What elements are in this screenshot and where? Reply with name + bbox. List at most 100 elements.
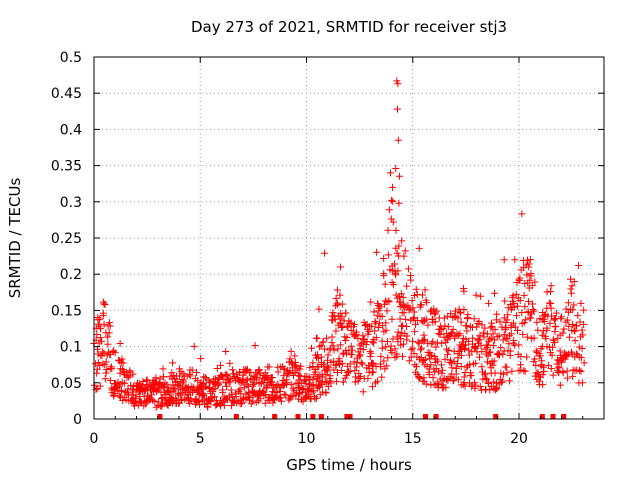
data-point (417, 346, 425, 354)
data-point (389, 197, 397, 205)
data-point (434, 368, 442, 376)
data-point (565, 322, 573, 330)
y-tick-label: 0.15 (51, 303, 82, 319)
data-point (324, 351, 332, 359)
data-point (268, 374, 276, 382)
data-point (384, 338, 392, 346)
data-point (102, 358, 110, 366)
data-point (463, 327, 471, 335)
data-point (403, 322, 411, 330)
data-point (448, 364, 456, 372)
data-point (263, 372, 271, 380)
data-point (253, 371, 261, 379)
data-point (314, 354, 322, 362)
data-point (489, 361, 497, 369)
data-point (436, 331, 444, 339)
data-point (228, 366, 236, 374)
data-point (287, 381, 295, 389)
data-point (517, 366, 525, 374)
data-point (347, 319, 355, 327)
data-point (527, 272, 535, 280)
data-point (547, 282, 555, 290)
data-point (242, 376, 250, 384)
data-point (407, 346, 415, 354)
data-point (423, 299, 431, 307)
data-point (323, 334, 331, 342)
data-point (377, 352, 385, 360)
data-point (451, 312, 459, 320)
data-point (446, 356, 454, 364)
data-point (525, 263, 533, 271)
data-point (540, 311, 548, 319)
data-point (400, 304, 408, 312)
data-point (222, 370, 230, 378)
data-point (509, 292, 517, 300)
data-point (498, 377, 506, 385)
data-point (373, 377, 381, 385)
data-point (531, 355, 539, 363)
data-point (504, 311, 512, 319)
peak-point (385, 206, 393, 214)
data-point (108, 365, 116, 373)
data-point (97, 325, 105, 333)
data-point (391, 260, 399, 268)
data-point (405, 306, 413, 314)
data-point (336, 341, 344, 349)
data-point (434, 357, 442, 365)
data-point (148, 391, 156, 399)
zero-marker (539, 414, 545, 419)
data-point (530, 334, 538, 342)
data-point (226, 378, 234, 386)
data-point (246, 376, 254, 384)
data-point (101, 361, 109, 369)
data-point (280, 390, 288, 398)
data-point (262, 391, 270, 399)
data-point (516, 297, 524, 305)
peak-point (321, 249, 329, 257)
data-point (445, 347, 453, 355)
data-point (384, 251, 392, 259)
zero-marker (493, 414, 499, 419)
data-point (539, 327, 547, 335)
data-point (318, 381, 326, 389)
data-point (500, 256, 508, 264)
data-point (475, 336, 483, 344)
data-point (313, 334, 321, 342)
data-point (183, 385, 191, 393)
data-point (322, 371, 330, 379)
data-point (420, 356, 428, 364)
data-point (578, 379, 586, 387)
data-point (336, 291, 344, 299)
data-point (96, 334, 104, 342)
data-point (101, 301, 109, 309)
y-tick-label: 0 (73, 412, 82, 428)
data-point (97, 337, 105, 345)
data-point (450, 374, 458, 382)
zero-marker (318, 414, 324, 419)
data-point (372, 334, 380, 342)
data-point (549, 371, 557, 379)
data-point (544, 361, 552, 369)
peak-point (392, 164, 400, 172)
data-point (457, 318, 465, 326)
data-point (263, 383, 271, 391)
data-point (338, 367, 346, 375)
data-point (339, 378, 347, 386)
data-point (501, 297, 509, 305)
data-point (569, 306, 577, 314)
data-point (532, 361, 540, 369)
x-tick-label: 10 (298, 431, 316, 447)
data-point (478, 321, 486, 329)
data-point (352, 363, 360, 371)
data-point (405, 357, 413, 365)
data-point (377, 363, 385, 371)
data-point (180, 377, 188, 385)
data-point (343, 369, 351, 377)
peak-point (511, 256, 519, 264)
data-point (333, 299, 341, 307)
data-point (519, 330, 527, 338)
x-tick-label: 15 (404, 431, 422, 447)
data-point (499, 350, 507, 358)
data-point (477, 292, 485, 300)
data-point (481, 369, 489, 377)
